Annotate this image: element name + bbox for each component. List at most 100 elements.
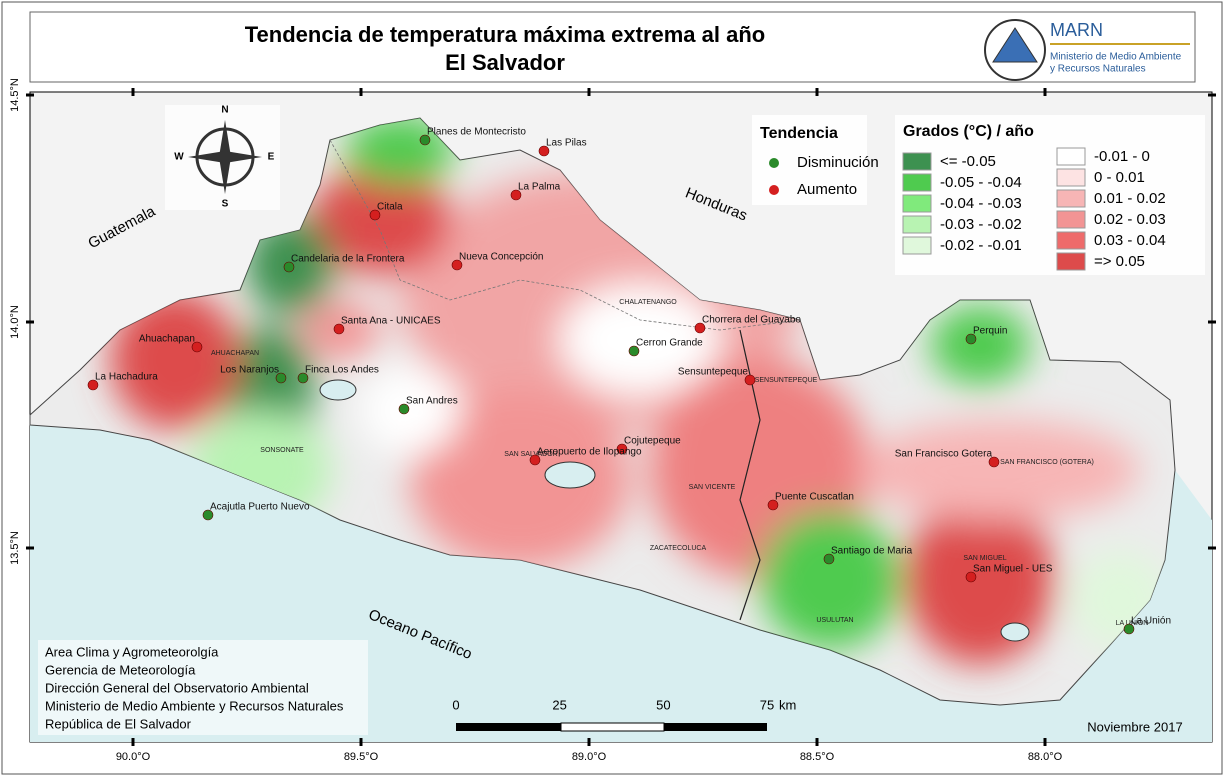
- legend-swatch: [902, 215, 932, 234]
- title: Tendencia de temperatura máxima extrema …: [245, 22, 765, 47]
- scale-segment: [560, 722, 665, 732]
- credit-line: Area Clima y Agrometeorolgía: [45, 644, 219, 659]
- station-marker: [202, 509, 214, 521]
- station-marker: [510, 189, 522, 201]
- station-marker: [333, 323, 345, 335]
- scale-label: 75: [760, 697, 774, 712]
- station-label: Cerron Grande: [636, 338, 703, 349]
- station-label: Las Pilas: [546, 138, 587, 149]
- legend-swatch: [1056, 147, 1086, 166]
- legend-swatch: [1056, 210, 1086, 229]
- legend-label: Disminución: [797, 154, 879, 171]
- station-marker: [87, 379, 99, 391]
- compass-w: W: [174, 152, 184, 163]
- station-label: Candelaria de la Frontera: [291, 254, 405, 265]
- department-label: SAN MIGUEL: [963, 555, 1006, 562]
- legend-label: 0.01 - 0.02: [1094, 190, 1166, 207]
- legend-swatch: [1056, 189, 1086, 208]
- credit-line: Dirección General del Observatorio Ambie…: [45, 680, 309, 695]
- credit-line: República de El Salvador: [45, 716, 192, 731]
- legend-swatch: [902, 173, 932, 192]
- station-marker: [529, 454, 541, 466]
- department-label: SONSONATE: [260, 447, 304, 454]
- department-label: USULUTAN: [816, 617, 853, 624]
- legend-marker: [769, 158, 779, 168]
- legend-swatch: [902, 194, 932, 213]
- station-marker: [191, 341, 203, 353]
- department-label: LA UNION: [1116, 620, 1149, 627]
- legend-title: Tendencia: [760, 125, 838, 142]
- river: [739, 329, 761, 621]
- lake: [1000, 622, 1030, 642]
- scale-unit: km: [779, 697, 796, 712]
- legend-swatch: [902, 152, 932, 171]
- lake: [319, 379, 357, 401]
- station-label: San Miguel - UES: [973, 564, 1053, 575]
- station-label: Cojutepeque: [624, 436, 681, 447]
- department-label: SAN VICENTE: [689, 484, 736, 491]
- station-label: Chorrera del Guayabo: [702, 315, 801, 326]
- station-label: Santiago de Maria: [831, 546, 913, 557]
- legend-label: -0.03 - -0.02: [940, 216, 1022, 233]
- station-marker: [538, 145, 550, 157]
- scale-label: 50: [656, 697, 670, 712]
- org-name: y Recursos Naturales: [1050, 64, 1146, 75]
- station-marker: [369, 209, 381, 221]
- lon-label: 89.5°O: [344, 751, 379, 763]
- station-marker: [767, 499, 779, 511]
- department-label: CHALATENANGO: [619, 299, 677, 306]
- station-marker: [965, 333, 977, 345]
- station-label: Perquin: [973, 326, 1007, 337]
- legend-swatch: [1056, 231, 1086, 250]
- credit-line: Ministerio de Medio Ambiente y Recursos …: [45, 698, 344, 713]
- lake: [544, 461, 596, 489]
- scale-label: 25: [552, 697, 566, 712]
- department-label: SENSUNTEPEQUE: [755, 377, 818, 384]
- legend-title: Grados (°C) / año: [903, 123, 1034, 140]
- credits-box: [38, 640, 368, 735]
- station-marker: [823, 553, 835, 565]
- station-marker: [1123, 623, 1135, 635]
- legend-marker: [769, 185, 779, 195]
- station-label: Finca Los Andes: [305, 365, 379, 376]
- legend-label: 0.02 - 0.03: [1094, 211, 1166, 228]
- station-label: Acajutla Puerto Nuevo: [210, 502, 310, 513]
- department-label: AHUACHAPAN: [211, 350, 259, 357]
- legend-box: [895, 115, 1205, 275]
- station-label: Sensuntepeque: [678, 367, 749, 378]
- station-label: Ahuachapan: [139, 334, 195, 345]
- station-label: Los Naranjos: [220, 365, 279, 376]
- legend-swatch: [1056, 252, 1086, 271]
- station-marker: [628, 345, 640, 357]
- station-marker: [398, 403, 410, 415]
- subtitle: El Salvador: [445, 50, 565, 75]
- legend-label: Aumento: [797, 181, 857, 198]
- station-label: La Unión: [1131, 616, 1171, 627]
- legend-swatch: [902, 236, 932, 255]
- compass-e: E: [268, 152, 275, 163]
- lat-label: 14.5°N: [9, 78, 21, 112]
- station-label: Santa Ana - UNICAES: [341, 316, 441, 327]
- legend-label: -0.02 - -0.01: [940, 237, 1022, 254]
- lat-label: 13.5°N: [9, 531, 21, 565]
- scale-segment: [664, 723, 767, 731]
- department-label: SAN SALVADOR: [504, 451, 557, 458]
- station-label: Planes de Montecristo: [427, 127, 526, 138]
- legend-swatch: [1056, 168, 1086, 187]
- compass-needle: [188, 151, 262, 163]
- station-label: La Palma: [518, 182, 561, 193]
- legend-label: 0.03 - 0.04: [1094, 232, 1166, 249]
- lon-label: 90.0°O: [116, 751, 151, 763]
- lon-label: 89.0°O: [572, 751, 607, 763]
- station-label: Nueva Concepción: [459, 252, 544, 263]
- station-marker: [297, 372, 309, 384]
- legend-label: -0.05 - -0.04: [940, 174, 1022, 191]
- station-label: La Hachadura: [95, 372, 158, 383]
- station-label: Puente Cuscatlan: [775, 492, 854, 503]
- station-marker: [988, 456, 1000, 468]
- lon-label: 88.5°O: [800, 751, 835, 763]
- legend-label: 0 - 0.01: [1094, 169, 1145, 186]
- compass-s: S: [222, 199, 229, 210]
